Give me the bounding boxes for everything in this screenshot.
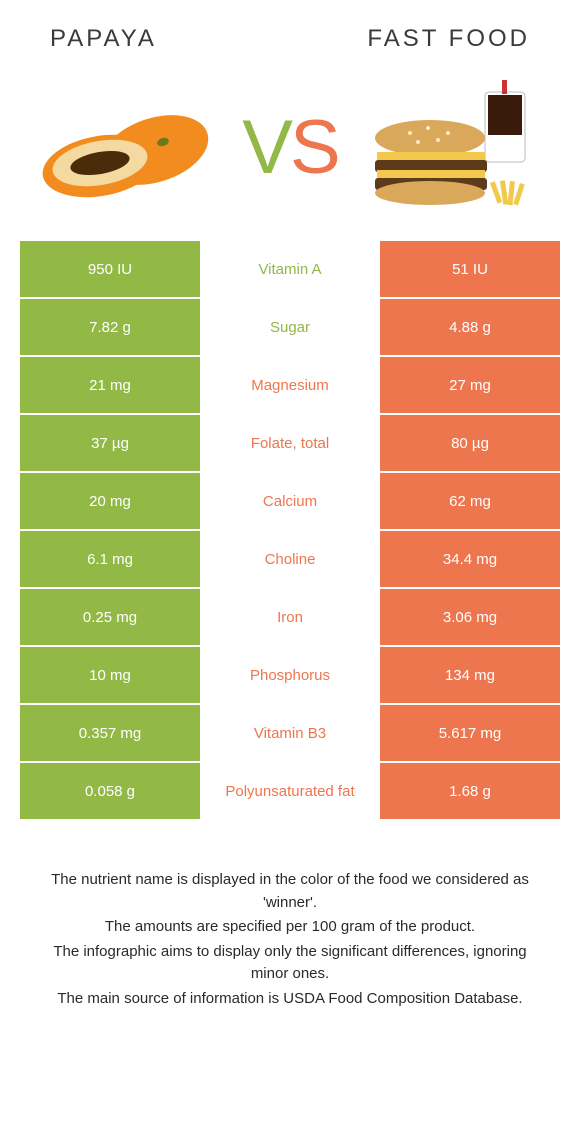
nutrient-label: Folate, total	[200, 415, 380, 471]
nutrient-label: Sugar	[200, 299, 380, 355]
nutrient-row: 0.058 gPolyunsaturated fat1.68 g	[20, 763, 560, 819]
nutrient-label: Phosphorus	[200, 647, 380, 703]
nutrient-table: 950 IUVitamin A51 IU7.82 gSugar4.88 g21 …	[20, 241, 560, 821]
left-value: 37 µg	[20, 415, 200, 471]
right-value: 51 IU	[380, 241, 560, 297]
nutrient-label: Vitamin B3	[200, 705, 380, 761]
footer-notes: The nutrient name is displayed in the co…	[40, 869, 540, 1012]
right-value: 4.88 g	[380, 299, 560, 355]
left-value: 6.1 mg	[20, 531, 200, 587]
left-value: 950 IU	[20, 241, 200, 297]
left-value: 10 mg	[20, 647, 200, 703]
nutrient-label: Choline	[200, 531, 380, 587]
infographic: Papaya Fast food VS	[0, 0, 580, 1012]
nutrient-row: 950 IUVitamin A51 IU	[20, 241, 560, 297]
left-food-title: Papaya	[50, 25, 157, 53]
nutrient-label: Iron	[200, 589, 380, 645]
nutrient-row: 21 mgMagnesium27 mg	[20, 357, 560, 413]
nutrient-row: 10 mgPhosphorus134 mg	[20, 647, 560, 703]
food-images-row: VS	[0, 61, 580, 241]
right-value: 1.68 g	[380, 763, 560, 819]
vs-v-letter: V	[242, 105, 290, 190]
right-food-title: Fast food	[367, 25, 530, 53]
nutrient-label: Polyunsaturated fat	[200, 763, 380, 819]
note-line: The nutrient name is displayed in the co…	[40, 869, 540, 914]
nutrient-row: 0.25 mgIron3.06 mg	[20, 589, 560, 645]
nutrient-row: 37 µgFolate, total80 µg	[20, 415, 560, 471]
header: Papaya Fast food	[0, 0, 580, 61]
note-line: The main source of information is USDA F…	[40, 988, 540, 1011]
papaya-image	[30, 83, 220, 213]
nutrient-row: 6.1 mgCholine34.4 mg	[20, 531, 560, 587]
left-value: 0.357 mg	[20, 705, 200, 761]
left-value: 0.058 g	[20, 763, 200, 819]
right-value: 5.617 mg	[380, 705, 560, 761]
right-value: 80 µg	[380, 415, 560, 471]
nutrient-label: Vitamin A	[200, 241, 380, 297]
note-line: The infographic aims to display only the…	[40, 941, 540, 986]
nutrient-label: Calcium	[200, 473, 380, 529]
left-value: 7.82 g	[20, 299, 200, 355]
left-value: 20 mg	[20, 473, 200, 529]
right-value: 34.4 mg	[380, 531, 560, 587]
vs-label: VS	[242, 104, 337, 191]
vs-s-letter: S	[290, 105, 338, 190]
nutrient-row: 7.82 gSugar4.88 g	[20, 299, 560, 355]
fastfood-image	[360, 83, 550, 213]
note-line: The amounts are specified per 100 gram o…	[40, 916, 540, 939]
right-value: 3.06 mg	[380, 589, 560, 645]
right-value: 27 mg	[380, 357, 560, 413]
right-value: 62 mg	[380, 473, 560, 529]
nutrient-label: Magnesium	[200, 357, 380, 413]
nutrient-row: 0.357 mgVitamin B35.617 mg	[20, 705, 560, 761]
nutrient-row: 20 mgCalcium62 mg	[20, 473, 560, 529]
left-value: 21 mg	[20, 357, 200, 413]
left-value: 0.25 mg	[20, 589, 200, 645]
right-value: 134 mg	[380, 647, 560, 703]
